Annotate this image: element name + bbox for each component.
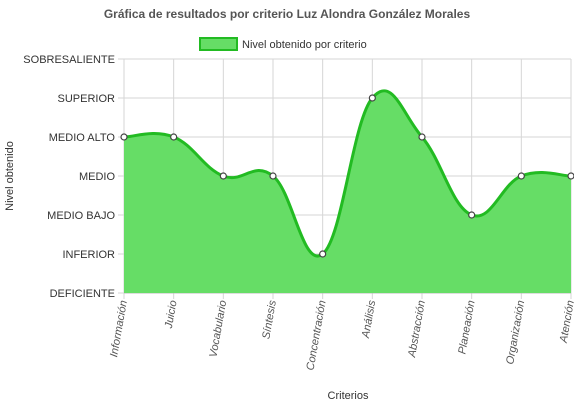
y-tick-label: MEDIO BAJO bbox=[47, 210, 115, 222]
x-tick-label: Organización bbox=[504, 299, 527, 365]
data-point[interactable] bbox=[567, 172, 574, 180]
x-tick-label: Análisis bbox=[360, 299, 379, 340]
y-tick-label: MEDIO ALTO bbox=[49, 132, 116, 144]
x-tick-label: Juicio bbox=[163, 299, 180, 330]
y-tick-label: DEFICIENTE bbox=[50, 288, 115, 300]
x-tick-label: Planeación bbox=[456, 299, 477, 355]
x-axis-title: Criterios bbox=[328, 390, 369, 402]
x-tick-label: Síntesis bbox=[260, 299, 279, 340]
data-point[interactable] bbox=[170, 133, 178, 141]
series-area bbox=[123, 89, 572, 293]
data-point[interactable] bbox=[517, 172, 525, 180]
data-point[interactable] bbox=[120, 133, 128, 141]
data-point[interactable] bbox=[219, 172, 227, 180]
chart-title: Gráfica de resultados por criterio Luz A… bbox=[104, 7, 471, 21]
series-line bbox=[123, 89, 572, 258]
x-tick-label: Concentración bbox=[304, 299, 328, 371]
x-axis-ticks: Información Juicio Vocabulario Síntesis Conc… bbox=[108, 299, 574, 371]
x-tick-label: Vocabulario bbox=[207, 299, 229, 358]
y-axis-ticks: DEFICIENTE INFERIOR MEDIO BAJO MEDIO MEDIO A… bbox=[23, 54, 115, 300]
y-tick-label: SOBRESALIENTE bbox=[23, 54, 115, 66]
y-tick-label: MEDIO bbox=[79, 171, 116, 183]
legend-label: Nivel obtenido por criterio bbox=[242, 39, 367, 51]
data-point[interactable] bbox=[319, 250, 327, 258]
data-point[interactable] bbox=[468, 211, 476, 219]
y-axis-title: Nivel obtenido bbox=[4, 141, 16, 211]
x-tick-label: Información bbox=[108, 299, 130, 358]
y-tick-label: SUPERIOR bbox=[58, 93, 116, 105]
series-fill bbox=[124, 90, 571, 293]
data-point[interactable] bbox=[269, 172, 277, 180]
legend[interactable]: Nivel obtenido por criterio bbox=[199, 37, 367, 51]
x-tick-label: Atención bbox=[558, 299, 574, 344]
data-point[interactable] bbox=[418, 133, 426, 141]
legend-swatch bbox=[199, 37, 238, 51]
y-tick-label: INFERIOR bbox=[62, 249, 115, 261]
data-points bbox=[120, 94, 574, 258]
data-point[interactable] bbox=[368, 94, 376, 102]
x-tick-label: Abstracción bbox=[406, 299, 428, 359]
